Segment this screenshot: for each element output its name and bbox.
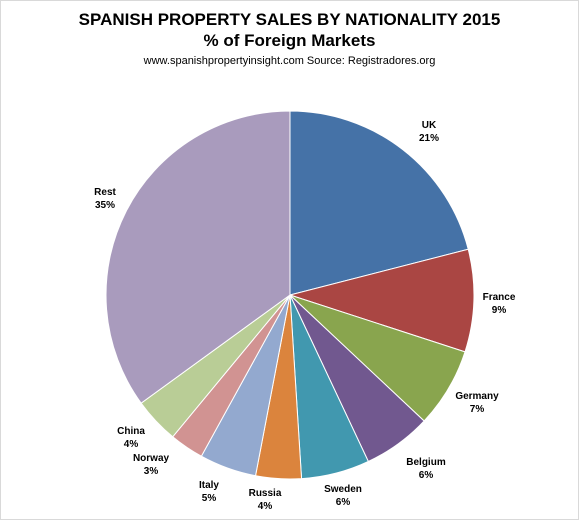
slice-label-rest: Rest 35% xyxy=(94,187,116,211)
chart-title: SPANISH PROPERTY SALES BY NATIONALITY 20… xyxy=(78,10,501,29)
slice-label-france: France 9% xyxy=(483,292,516,316)
pie-slice-france xyxy=(288,248,475,353)
pie-slice-uk xyxy=(289,110,469,296)
pie-slice-rest xyxy=(105,110,291,404)
slice-label-sweden: Sweden 6% xyxy=(324,484,362,508)
slice-label-italy: Italy 5% xyxy=(199,480,219,504)
chart-subtitle: % of Foreign Markets xyxy=(203,31,376,50)
chart-source: www.spanishpropertyinsight.com Source: R… xyxy=(143,55,436,67)
title-block: SPANISH PROPERTY SALES BY NATIONALITY 20… xyxy=(1,9,578,69)
slice-label-china: China 4% xyxy=(117,426,145,450)
slice-label-germany: Germany 7% xyxy=(455,391,499,415)
slice-label-norway: Norway 3% xyxy=(133,453,170,477)
slice-label-russia: Russia 4% xyxy=(249,488,282,512)
slice-label-belgium: Belgium 6% xyxy=(406,457,446,481)
slice-label-uk: UK 21% xyxy=(419,120,439,144)
